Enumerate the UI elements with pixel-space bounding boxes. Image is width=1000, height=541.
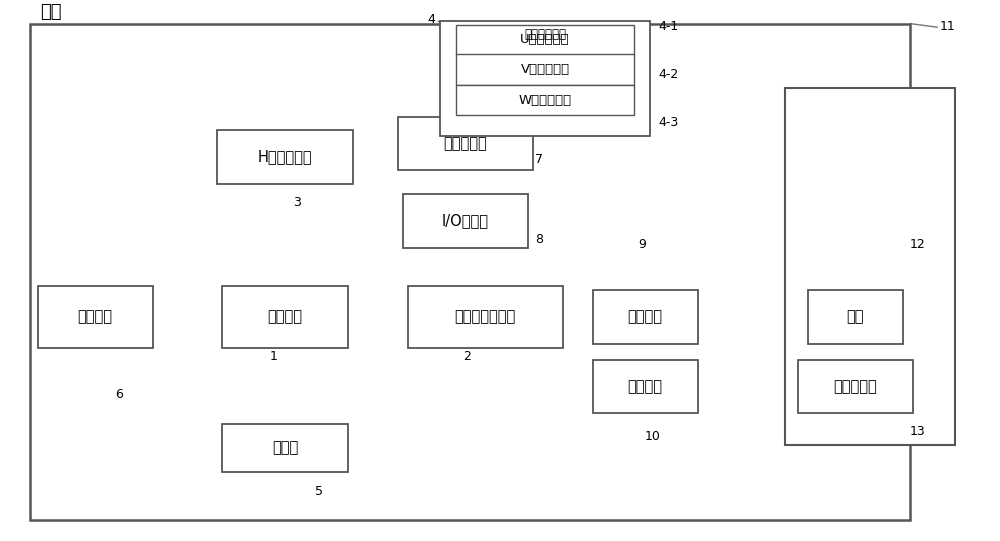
Text: 主机: 主机 [846,309,864,325]
Text: 2: 2 [463,351,471,364]
Text: 5: 5 [315,485,323,498]
Text: 供电电源: 供电电源 [78,309,112,325]
Text: 4-2: 4-2 [658,68,678,81]
Bar [440,21,650,136]
Text: V相逆变单元: V相逆变单元 [520,63,570,76]
Text: 4: 4 [427,13,435,26]
Text: 8: 8 [535,233,543,246]
Text: 以太网驱动模块: 以太网驱动模块 [454,309,516,325]
Text: 存储器: 存储器 [272,440,298,455]
Bar [798,360,912,413]
Text: 10: 10 [645,431,661,444]
Bar [592,291,698,344]
Bar [402,194,528,248]
Text: 壳体: 壳体 [40,3,62,21]
Bar [456,55,634,85]
Bar [456,25,634,55]
Bar [222,286,348,348]
Text: 三相输出模块: 三相输出模块 [524,28,566,41]
Text: 4-3: 4-3 [658,116,678,129]
Text: 6: 6 [115,388,123,401]
Text: 11: 11 [940,20,956,33]
Text: 9: 9 [638,239,646,252]
Text: 主控芯片: 主控芯片 [268,309,302,325]
Text: 4-1: 4-1 [658,20,678,33]
Text: 13: 13 [910,425,926,438]
Text: 12: 12 [910,239,926,252]
Bar [30,24,910,520]
Text: U相逆变单元: U相逆变单元 [520,34,570,47]
Bar [38,286,152,348]
Text: 1: 1 [270,351,278,364]
Text: W相逆变单元: W相逆变单元 [518,94,572,107]
Text: H桥驱动电路: H桥驱动电路 [258,149,312,164]
Bar [398,117,532,170]
Bar [592,360,698,413]
Bar [785,88,955,445]
Bar [408,286,562,348]
Text: 7: 7 [535,153,543,166]
Bar [456,85,634,115]
Text: 第二网口: 第二网口 [628,379,662,394]
Bar [217,130,352,183]
Bar [222,424,348,472]
Text: 扩展驱动器: 扩展驱动器 [833,379,877,394]
Text: 霍尔传感器: 霍尔传感器 [443,136,487,151]
Text: I/O驱动口: I/O驱动口 [442,214,488,228]
Text: 第一网口: 第一网口 [628,309,662,325]
Bar [808,291,902,344]
Text: 3: 3 [293,196,301,209]
